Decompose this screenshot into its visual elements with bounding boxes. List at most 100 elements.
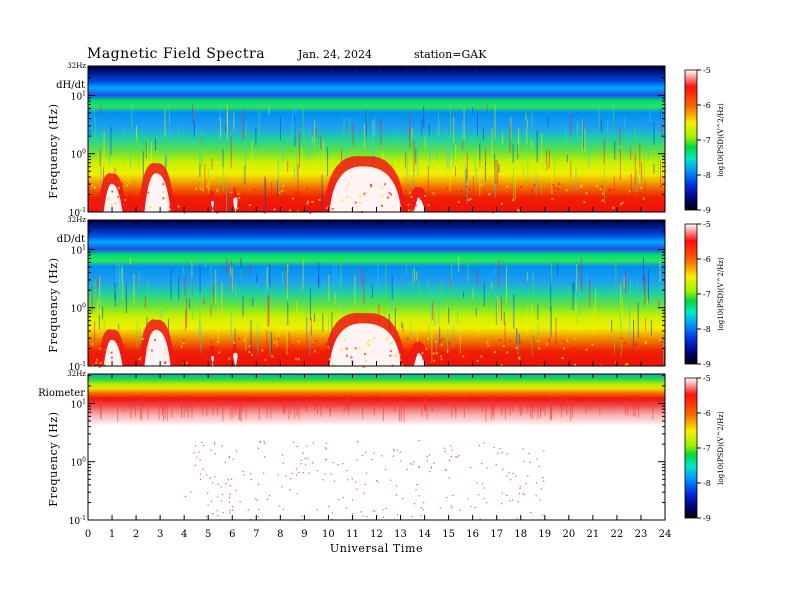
noise-speckle bbox=[573, 346, 575, 349]
noise-speckle bbox=[137, 208, 140, 211]
noise-streak bbox=[613, 176, 615, 187]
noise-streak bbox=[225, 397, 227, 405]
noise-speckle bbox=[469, 466, 472, 468]
noise-streak bbox=[302, 258, 304, 290]
noise-streak bbox=[331, 312, 333, 347]
noise-streak bbox=[446, 306, 448, 313]
noise-streak bbox=[475, 167, 477, 184]
noise-streak bbox=[562, 397, 563, 406]
noise-streak bbox=[395, 135, 397, 156]
noise-streak bbox=[423, 323, 425, 332]
noise-speckle bbox=[279, 505, 281, 507]
noise-speckle bbox=[422, 509, 424, 511]
colorbar-tick-label: -7 bbox=[703, 136, 711, 145]
noise-streak bbox=[226, 111, 228, 132]
noise-streak bbox=[560, 397, 562, 409]
noise-speckle bbox=[219, 203, 222, 206]
noise-streak bbox=[220, 117, 221, 138]
noise-speckle bbox=[364, 360, 367, 363]
noise-streak bbox=[242, 296, 244, 318]
noise-streak bbox=[629, 300, 630, 336]
noise-speckle bbox=[285, 475, 287, 477]
noise-streak bbox=[240, 258, 242, 275]
noise-streak bbox=[230, 136, 232, 169]
noise-streak bbox=[586, 274, 588, 285]
noise-speckle bbox=[536, 458, 538, 460]
noise-streak bbox=[200, 133, 202, 170]
noise-speckle bbox=[237, 337, 240, 340]
noise-speckle bbox=[390, 193, 393, 196]
noise-streak bbox=[637, 302, 639, 338]
xtick-label: 19 bbox=[538, 529, 551, 540]
noise-speckle bbox=[102, 360, 105, 363]
noise-streak bbox=[267, 295, 269, 327]
noise-streak bbox=[199, 164, 201, 178]
noise-streak bbox=[296, 300, 298, 318]
y-axis-title: Frequency (Hz) bbox=[47, 411, 60, 506]
noise-streak bbox=[441, 278, 443, 297]
noise-speckle bbox=[377, 481, 379, 483]
noise-streak bbox=[545, 150, 547, 163]
colorbar-tick-label: -8 bbox=[703, 479, 711, 488]
noise-speckle bbox=[332, 363, 335, 366]
noise-speckle bbox=[517, 210, 520, 213]
noise-speckle bbox=[214, 443, 216, 445]
noise-speckle bbox=[221, 445, 223, 447]
noise-speckle bbox=[99, 361, 102, 364]
noise-streak bbox=[570, 114, 572, 136]
noise-streak bbox=[438, 122, 440, 148]
noise-streak bbox=[550, 397, 552, 421]
noise-speckle bbox=[372, 510, 374, 512]
noise-streak bbox=[393, 397, 395, 412]
noise-streak bbox=[140, 328, 142, 346]
noise-speckle bbox=[462, 361, 465, 364]
noise-speckle bbox=[523, 196, 526, 199]
noise-streak bbox=[384, 294, 386, 327]
noise-streak bbox=[131, 397, 133, 409]
noise-speckle bbox=[105, 349, 108, 352]
noise-speckle bbox=[599, 187, 602, 190]
noise-streak bbox=[147, 397, 149, 419]
noise-streak bbox=[416, 271, 418, 280]
xtick-label: 23 bbox=[635, 529, 648, 540]
noise-speckle bbox=[414, 204, 417, 207]
noise-streak bbox=[450, 278, 452, 290]
noise-speckle bbox=[313, 350, 316, 353]
noise-speckle bbox=[138, 358, 141, 361]
noise-speckle bbox=[330, 473, 332, 475]
noise-speckle bbox=[500, 364, 503, 367]
noise-streak bbox=[296, 397, 298, 416]
noise-streak bbox=[406, 154, 408, 179]
noise-streak bbox=[576, 123, 578, 135]
noise-speckle bbox=[518, 356, 521, 359]
noise-speckle bbox=[204, 210, 207, 213]
noise-streak bbox=[446, 128, 447, 150]
noise-speckle bbox=[284, 350, 287, 353]
noise-speckle bbox=[201, 442, 203, 444]
noise-speckle bbox=[281, 486, 283, 488]
noise-speckle bbox=[193, 452, 195, 454]
noise-streak bbox=[556, 397, 558, 406]
noise-speckle bbox=[364, 483, 366, 486]
noise-streak bbox=[99, 277, 101, 304]
noise-streak bbox=[421, 118, 423, 135]
noise-streak bbox=[348, 397, 349, 409]
noise-streak bbox=[531, 139, 532, 149]
noise-streak bbox=[627, 397, 629, 416]
noise-streak bbox=[146, 140, 148, 158]
noise-streak bbox=[180, 397, 182, 408]
noise-speckle bbox=[530, 512, 532, 514]
noise-speckle bbox=[212, 482, 214, 484]
noise-speckle bbox=[342, 463, 344, 465]
xtick-label: 14 bbox=[418, 529, 431, 540]
noise-speckle bbox=[411, 463, 413, 465]
noise-streak bbox=[551, 397, 553, 420]
noise-streak bbox=[364, 123, 366, 149]
noise-speckle bbox=[231, 478, 233, 480]
noise-speckle bbox=[195, 187, 198, 190]
xtick-label: 21 bbox=[587, 529, 600, 540]
noise-speckle bbox=[198, 451, 200, 453]
noise-speckle bbox=[495, 464, 497, 466]
noise-speckle bbox=[121, 182, 124, 185]
noise-speckle bbox=[296, 474, 298, 476]
